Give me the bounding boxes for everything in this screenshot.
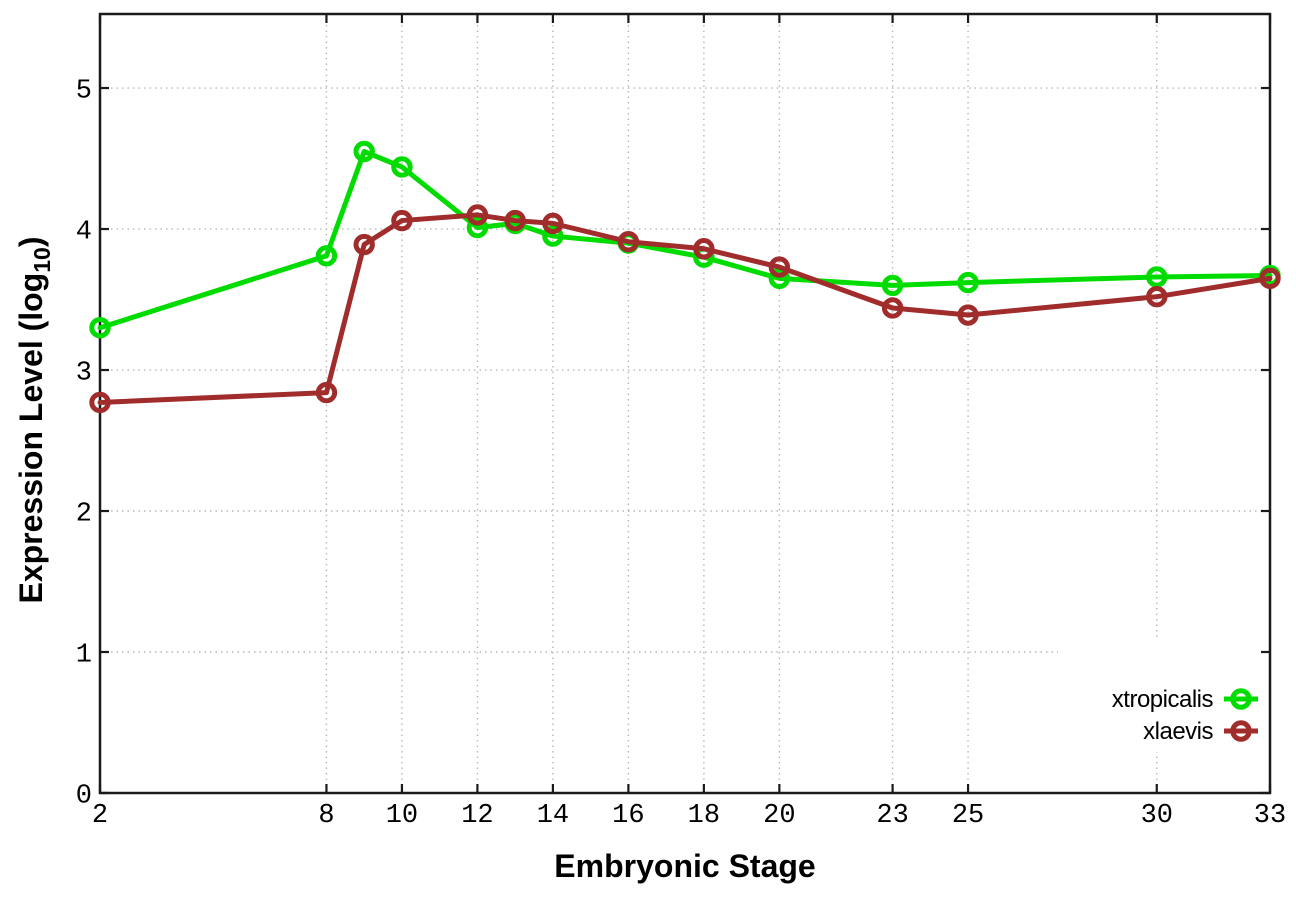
data-point-xlaevis <box>542 212 564 235</box>
x-tick-label: 10 <box>386 801 418 831</box>
data-point-xtropicalis <box>353 140 375 163</box>
y-tick-label: 5 <box>76 77 92 107</box>
x-tick-label: 30 <box>1141 801 1173 831</box>
data-point-xlaevis <box>504 209 526 232</box>
legend-label-xlaevis: xlaevis <box>1143 718 1213 745</box>
x-tick-label: 14 <box>537 801 569 831</box>
y-tick-label: 3 <box>76 359 92 389</box>
data-point-xlaevis <box>1146 285 1168 308</box>
x-tick-label: 33 <box>1254 801 1286 831</box>
data-point-xlaevis <box>957 304 979 326</box>
data-point-xlaevis <box>466 204 489 226</box>
data-point-xtropicalis <box>957 271 979 294</box>
data-point-xlaevis <box>391 209 413 232</box>
data-point-xlaevis <box>768 256 791 278</box>
data-point-xtropicalis <box>1146 266 1168 288</box>
series-line-xlaevis <box>97 212 1273 405</box>
y-axis-title-main: Expression Level (log <box>13 273 49 604</box>
data-point-xlaevis <box>89 391 111 414</box>
data-point-xlaevis <box>617 231 640 253</box>
y-tick-label: 4 <box>76 218 92 248</box>
x-tick-label: 20 <box>763 801 795 831</box>
legend: xtropicalis xlaevis <box>1112 686 1258 745</box>
data-point-xlaevis <box>1259 267 1281 290</box>
data-point-xlaevis <box>315 381 338 404</box>
y-tick-label: 1 <box>76 641 92 671</box>
y-tick-labels: 0 1 2 3 4 5 <box>76 77 92 812</box>
y-tick-label: 0 <box>76 782 92 812</box>
x-tick-label: 12 <box>461 801 493 831</box>
data-point-xtropicalis <box>881 274 904 297</box>
x-tick-label: 18 <box>688 801 720 831</box>
x-tick-label: 2 <box>92 801 108 831</box>
x-tick-label: 8 <box>318 801 334 831</box>
series-xtropicalis <box>89 140 1281 339</box>
series-xlaevis <box>89 204 1281 414</box>
tick-marks <box>98 14 1272 795</box>
data-point-xtropicalis <box>466 216 489 239</box>
y-tick-label: 2 <box>76 500 92 530</box>
data-point-xtropicalis <box>89 317 111 339</box>
data-point-xlaevis <box>353 233 375 256</box>
y-axis-title-subscript: 10 <box>29 247 55 273</box>
y-axis-title: Expression Level (log10) <box>13 236 55 603</box>
x-tick-labels: 2 8 10 12 14 16 18 20 23 25 30 33 <box>92 801 1286 831</box>
legend-marker-sample <box>1230 688 1252 710</box>
legend-marker-sample <box>1230 720 1252 742</box>
data-point-xtropicalis <box>315 245 338 267</box>
data-point-xtropicalis <box>391 156 413 178</box>
legend-label-xtropicalis: xtropicalis <box>1112 686 1214 713</box>
data-point-xtropicalis <box>542 225 564 247</box>
x-tick-label: 16 <box>612 801 644 831</box>
x-tick-label: 23 <box>876 801 908 831</box>
x-tick-label: 25 <box>952 801 984 831</box>
y-axis-title-close: ) <box>13 236 49 247</box>
data-point-xlaevis <box>693 238 715 260</box>
data-point-xlaevis <box>881 297 904 319</box>
x-axis-title: Embryonic Stage <box>554 848 815 884</box>
data-point-xtropicalis <box>768 267 791 290</box>
